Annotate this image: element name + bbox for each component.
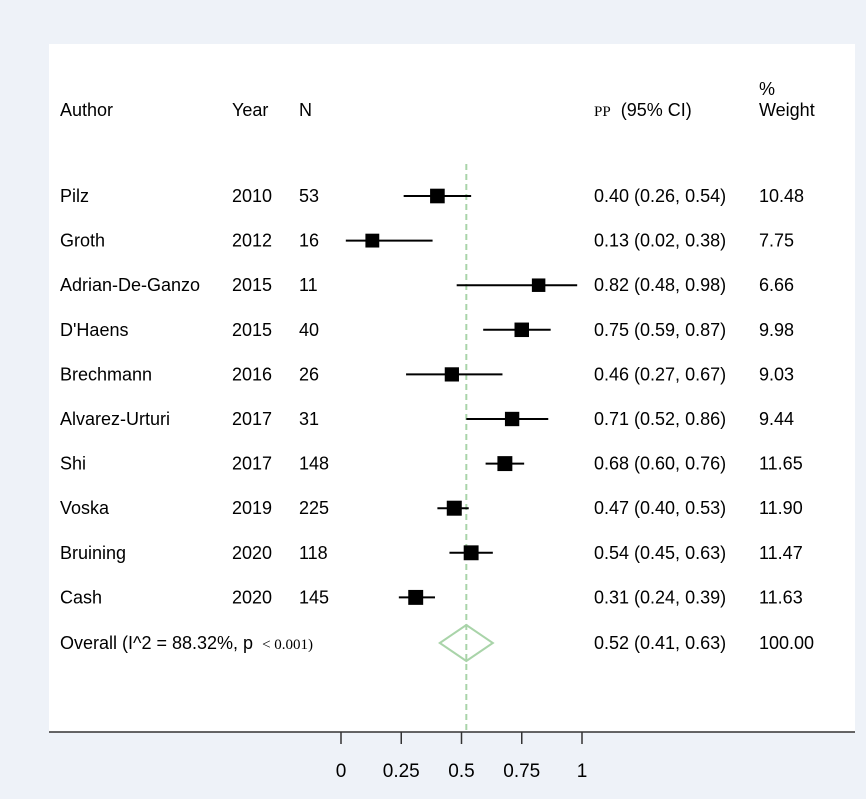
study-rows: Pilz 2010 53 0.40 (0.26, 0.54) 10.48 Groth 201… — [60, 186, 804, 607]
study-point-marker — [497, 456, 513, 472]
study-ci-text: 0.68 (0.60, 0.76) — [594, 454, 726, 474]
header-weight-symbol: % — [759, 79, 775, 99]
study-weight: 6.66 — [759, 275, 794, 295]
study-weight: 9.98 — [759, 320, 794, 340]
study-weight: 7.75 — [759, 231, 794, 251]
study-point-marker — [430, 188, 445, 204]
study-ci-text: 0.82 (0.48, 0.98) — [594, 275, 726, 295]
study-row: Pilz 2010 53 0.40 (0.26, 0.54) 10.48 — [60, 186, 804, 206]
overall-label: Overall (I^2 = 88.32%, p < 0.001) — [60, 633, 313, 653]
study-year: 2019 — [232, 498, 272, 518]
header-weight: Weight — [759, 100, 815, 120]
study-n: 53 — [299, 186, 319, 206]
header-estimate-prefix: PP — [594, 104, 611, 120]
study-year: 2017 — [232, 454, 272, 474]
study-author: Groth — [60, 231, 105, 251]
plot-panel — [49, 44, 855, 732]
study-point-marker — [446, 500, 462, 516]
study-point-marker — [444, 367, 459, 382]
study-n: 26 — [299, 364, 319, 384]
study-year: 2015 — [232, 275, 272, 295]
header-n: N — [299, 100, 312, 120]
overall-ci-text: 0.52 (0.41, 0.63) — [594, 633, 726, 653]
study-point-marker — [463, 545, 479, 561]
study-year: 2017 — [232, 409, 272, 429]
header-year: Year — [232, 100, 268, 120]
study-row: Groth 2012 16 0.13 (0.02, 0.38) 7.75 — [60, 231, 794, 251]
x-tick-label: 0.75 — [503, 761, 540, 782]
study-year: 2020 — [232, 543, 272, 563]
study-row: Cash 2020 145 0.31 (0.24, 0.39) 11.63 — [60, 587, 803, 607]
study-weight: 9.44 — [759, 409, 794, 429]
study-point-marker — [365, 233, 380, 248]
x-axis-ticks: 0 0.25 0.5 0.75 1 — [336, 732, 588, 782]
study-ci-text: 0.40 (0.26, 0.54) — [594, 186, 726, 206]
study-point-marker — [408, 589, 424, 605]
study-author: Shi — [60, 454, 86, 474]
study-year: 2010 — [232, 186, 272, 206]
overall-diamond — [438, 623, 495, 663]
study-author: Adrian-De-Ganzo — [60, 275, 200, 295]
study-author: Cash — [60, 587, 102, 607]
study-n: 118 — [299, 543, 328, 563]
study-row: Bruining 2020 118 0.54 (0.45, 0.63) 11.47 — [60, 543, 803, 563]
study-ci-text: 0.75 (0.59, 0.87) — [594, 320, 726, 340]
study-year: 2015 — [232, 320, 272, 340]
study-author: Bruining — [60, 543, 126, 563]
study-row: Brechmann 2016 26 0.46 (0.27, 0.67) 9.03 — [60, 364, 794, 384]
study-ci-text: 0.71 (0.52, 0.86) — [594, 409, 726, 429]
study-weight: 11.63 — [759, 587, 803, 607]
study-point-marker — [531, 278, 546, 292]
study-author: D'Haens — [60, 320, 128, 340]
study-author: Brechmann — [60, 364, 152, 384]
study-point-marker — [504, 411, 520, 427]
x-tick-label: 1 — [577, 761, 588, 782]
study-row: Shi 2017 148 0.68 (0.60, 0.76) 11.65 — [60, 454, 803, 474]
header-estimate: PP (95% CI) — [594, 100, 692, 120]
study-row: Alvarez-Urturi 2017 31 0.71 (0.52, 0.86) 9.4… — [60, 409, 794, 429]
study-year: 2020 — [232, 587, 272, 607]
study-ci-text: 0.31 (0.24, 0.39) — [594, 587, 726, 607]
study-weight: 11.90 — [759, 498, 803, 518]
study-year: 2016 — [232, 364, 272, 384]
study-row: Voska 2019 225 0.47 (0.40, 0.53) 11.90 — [60, 498, 803, 518]
study-row: Adrian-De-Ganzo 2015 11 0.82 (0.48, 0.98) 6.… — [60, 275, 794, 295]
study-n: 31 — [299, 409, 319, 429]
study-author: Alvarez-Urturi — [60, 409, 170, 429]
x-tick-label: 0 — [336, 761, 347, 782]
study-weight: 10.48 — [759, 186, 804, 206]
study-weight: 11.65 — [759, 454, 803, 474]
study-n: 148 — [299, 454, 329, 474]
overall-label-p: < 0.001) — [262, 637, 313, 653]
study-ci-text: 0.54 (0.45, 0.63) — [594, 543, 726, 563]
study-point-marker — [514, 322, 529, 338]
header-author: Author — [60, 100, 113, 120]
study-n: 145 — [299, 587, 329, 607]
x-tick-label: 0.25 — [383, 761, 420, 782]
overall-weight: 100.00 — [759, 633, 814, 653]
study-author: Voska — [60, 498, 110, 518]
study-n: 16 — [299, 231, 319, 251]
x-tick-label: 0.5 — [448, 761, 474, 782]
study-ci-text: 0.13 (0.02, 0.38) — [594, 231, 726, 251]
study-weight: 9.03 — [759, 364, 794, 384]
study-ci-text: 0.46 (0.27, 0.67) — [594, 364, 726, 384]
study-weight: 11.47 — [759, 543, 803, 563]
study-year: 2012 — [232, 231, 272, 251]
overall-label-main: Overall (I^2 = 88.32%, p — [60, 633, 253, 653]
study-n: 40 — [299, 320, 319, 340]
study-n: 225 — [299, 498, 329, 518]
study-author: Pilz — [60, 186, 89, 206]
header-estimate-suffix: (95% CI) — [621, 100, 692, 120]
study-n: 11 — [299, 275, 318, 295]
study-row: D'Haens 2015 40 0.75 (0.59, 0.87) 9.98 — [60, 320, 794, 340]
study-ci-text: 0.47 (0.40, 0.53) — [594, 498, 726, 518]
